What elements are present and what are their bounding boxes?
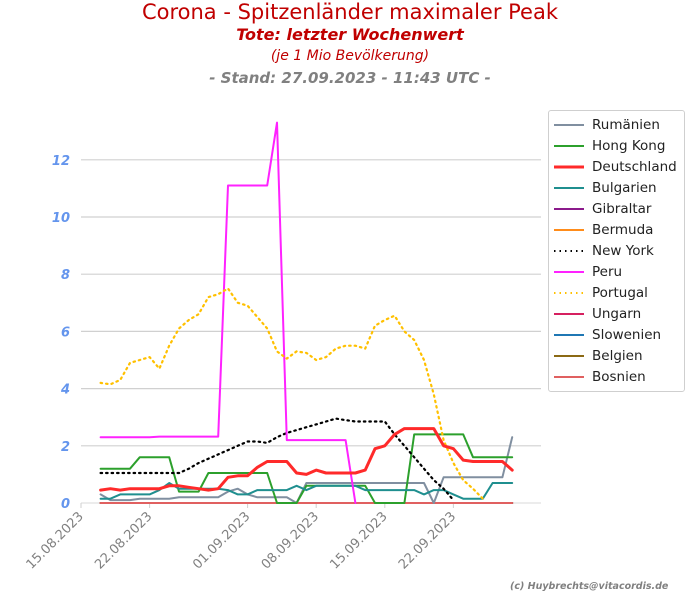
y-tick-label: 2 bbox=[61, 440, 70, 455]
legend-label: Portugal bbox=[592, 284, 648, 301]
legend-item: Slowenien bbox=[549, 324, 684, 345]
legend-item: Ungarn bbox=[549, 303, 684, 324]
y-tick-label: 4 bbox=[60, 383, 70, 398]
legend-swatch bbox=[554, 203, 584, 215]
legend-item: Bermuda bbox=[549, 219, 684, 240]
legend-item: Bulgarien bbox=[549, 177, 684, 198]
legend-label: Bulgarien bbox=[592, 179, 657, 196]
x-tick-label: 08.09.2023 bbox=[259, 509, 322, 572]
legend-swatch bbox=[554, 182, 584, 194]
legend-item: Portugal bbox=[549, 282, 684, 303]
legend-swatch bbox=[554, 287, 584, 299]
legend-swatch bbox=[554, 308, 584, 320]
legend-label: Bermuda bbox=[592, 221, 654, 238]
chart-note: (je 1 Mio Bevölkerung) bbox=[270, 48, 430, 64]
legend-swatch bbox=[554, 350, 584, 362]
y-axis: 0 2 4 6 8 10 12 bbox=[52, 154, 70, 512]
legend: Rumänien Hong Kong Deutschland Bulgarien Gib… bbox=[548, 110, 685, 392]
legend-item: Belgien bbox=[549, 345, 684, 366]
legend-label: Ungarn bbox=[592, 305, 642, 322]
series-line-deutschland bbox=[99, 427, 514, 492]
x-tick-label: 15.09.2023 bbox=[327, 509, 390, 572]
legend-swatch bbox=[554, 140, 584, 152]
copyright-note: (c) Huybrechts@vitacordis.de bbox=[510, 581, 669, 592]
chart-title: Corona - Spitzenländer maximaler Peak bbox=[141, 0, 559, 24]
series-line-hong-kong bbox=[99, 433, 514, 504]
series-lines bbox=[99, 121, 514, 504]
legend-label: Gibraltar bbox=[592, 200, 652, 217]
legend-label: Hong Kong bbox=[592, 137, 666, 154]
legend-label: Deutschland bbox=[592, 158, 677, 175]
x-axis: 15.08.2023 22.08.2023 01.09.2023 08.09.2023… bbox=[24, 502, 541, 572]
legend-swatch bbox=[554, 224, 584, 236]
legend-label: Rumänien bbox=[592, 116, 660, 133]
legend-item: Gibraltar bbox=[549, 198, 684, 219]
legend-swatch bbox=[554, 329, 584, 341]
x-tick-label: 22.09.2023 bbox=[396, 509, 459, 572]
legend-label: Bosnien bbox=[592, 368, 646, 385]
y-tick-label: 8 bbox=[61, 268, 70, 283]
y-tick-label: 0 bbox=[61, 497, 70, 512]
series-line-rumänien bbox=[99, 436, 514, 504]
legend-label: Slowenien bbox=[592, 326, 662, 343]
legend-swatch bbox=[554, 266, 584, 278]
x-tick-label: 15.08.2023 bbox=[24, 509, 87, 572]
legend-item: Deutschland bbox=[549, 156, 684, 177]
legend-label: Belgien bbox=[592, 347, 643, 364]
legend-item: Hong Kong bbox=[549, 135, 684, 156]
chart-stand-date: - Stand: 27.09.2023 - 11:43 UTC - bbox=[209, 69, 491, 87]
legend-item: Rumänien bbox=[549, 114, 684, 135]
legend-item: Peru bbox=[549, 261, 684, 282]
legend-label: New York bbox=[592, 242, 654, 259]
y-tick-label: 10 bbox=[52, 211, 70, 226]
x-tick-label: 01.09.2023 bbox=[190, 509, 253, 572]
series-line-portugal bbox=[99, 287, 484, 500]
grid-lines bbox=[81, 159, 541, 504]
legend-label: Peru bbox=[592, 263, 623, 280]
legend-swatch bbox=[554, 119, 584, 131]
legend-item: Bosnien bbox=[549, 366, 684, 387]
chart-subtitle: Tote: letzter Wochenwert bbox=[236, 25, 464, 44]
legend-swatch bbox=[554, 245, 584, 257]
legend-swatch bbox=[554, 161, 584, 173]
series-line-peru bbox=[99, 121, 357, 504]
y-tick-label: 12 bbox=[52, 154, 70, 169]
legend-item: New York bbox=[549, 240, 684, 261]
y-tick-label: 6 bbox=[61, 325, 70, 340]
x-tick-label: 22.08.2023 bbox=[92, 509, 155, 572]
legend-swatch bbox=[554, 371, 584, 383]
